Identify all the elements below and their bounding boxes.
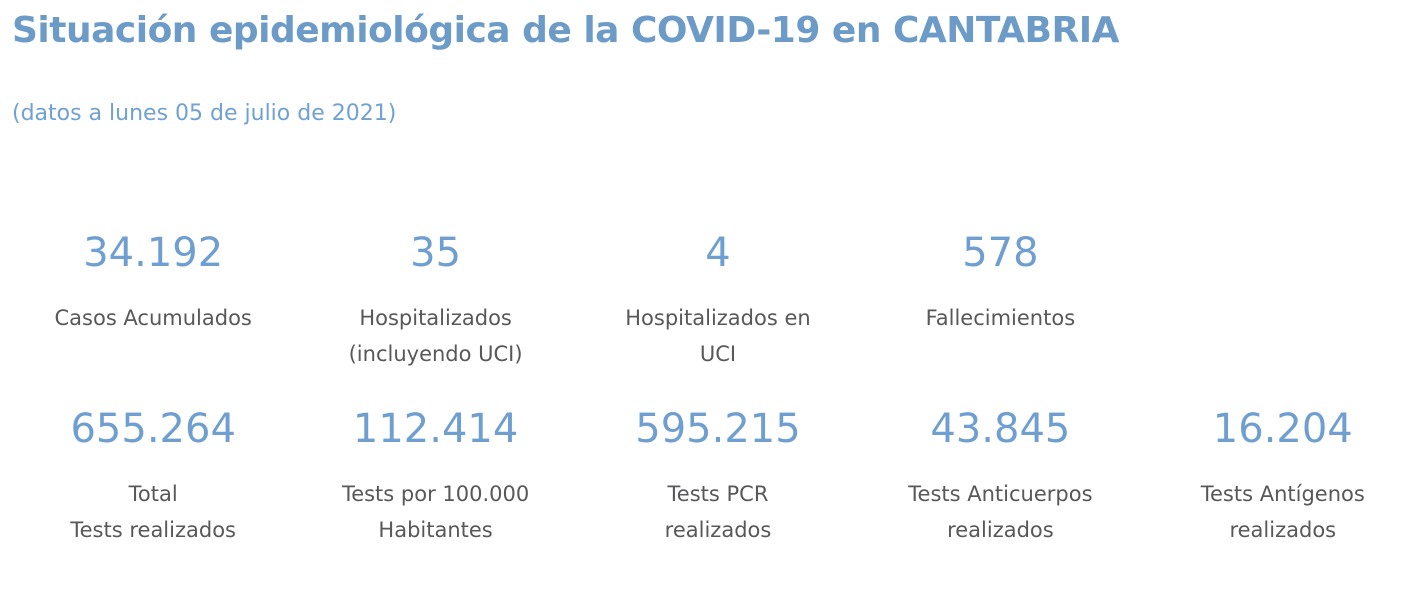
stat-label: Hospitalizados en UCI (583, 300, 853, 372)
stat-card-total-tests: 655.264 Total Tests realizados (12, 408, 294, 548)
stat-card-hospitalizados: 35 Hospitalizados (incluyendo UCI) (294, 232, 576, 372)
stat-label-line: Total (128, 481, 178, 506)
stat-value: 112.414 (352, 405, 519, 452)
stat-card-tests-antigenos: 16.204 Tests Antígenos realizados (1142, 408, 1424, 548)
stat-value: 16.204 (1212, 405, 1353, 452)
stat-label-line: UCI (699, 341, 737, 366)
stat-label-line: Hospitalizados en (625, 305, 811, 330)
page-title: Situación epidemiológica de la COVID-19 … (12, 10, 1119, 51)
stat-label: Total Tests realizados (18, 476, 288, 548)
stat-label: Fallecimientos (865, 300, 1135, 336)
stat-value: 35 (410, 229, 462, 276)
stat-label-line: Tests realizados (70, 517, 236, 542)
stats-section: 34.192 Casos Acumulados 35 Hospitalizado… (12, 232, 1428, 548)
stat-label: Tests PCR realizados (583, 476, 853, 548)
stat-card-tests-anticuerpos: 43.845 Tests Anticuerpos realizados (859, 408, 1141, 548)
stat-label: Tests Antígenos realizados (1148, 476, 1418, 548)
stat-label-line: Tests PCR (667, 481, 769, 506)
stats-row-epidemiology: 34.192 Casos Acumulados 35 Hospitalizado… (12, 232, 1424, 372)
stat-label: Hospitalizados (incluyendo UCI) (300, 300, 570, 372)
page-subtitle: (datos a lunes 05 de julio de 2021) (12, 101, 397, 127)
stat-card-casos-acumulados: 34.192 Casos Acumulados (12, 232, 294, 372)
stat-label-line: realizados (1229, 517, 1337, 542)
stat-label: Tests Anticuerpos realizados (865, 476, 1135, 548)
stat-label-line: Tests Anticuerpos (908, 481, 1093, 506)
stat-value: 4 (705, 229, 731, 276)
dashboard-page: Situación epidemiológica de la COVID-19 … (12, 10, 1428, 548)
stat-label-line: (incluyendo UCI) (348, 341, 523, 366)
stat-value: 34.192 (83, 229, 224, 276)
stat-label: Casos Acumulados (18, 300, 288, 336)
stat-value: 578 (962, 229, 1039, 276)
stat-label-line: Casos Acumulados (54, 305, 252, 330)
stat-card-fallecimientos: 578 Fallecimientos (859, 232, 1141, 372)
stat-label-line: Habitantes (378, 517, 493, 542)
stat-label-line: realizados (664, 517, 772, 542)
stat-label: Tests por 100.000 Habitantes (300, 476, 570, 548)
stat-value: 595.215 (635, 405, 801, 452)
stat-label-line: Fallecimientos (925, 305, 1076, 330)
stat-label-line: realizados (947, 517, 1054, 542)
stat-value: 43.845 (930, 405, 1071, 452)
stat-label-line: Tests por 100.000 (341, 481, 530, 506)
stat-card-tests-pcr: 595.215 Tests PCR realizados (577, 408, 859, 548)
stat-card-hospitalizados-uci: 4 Hospitalizados en UCI (577, 232, 859, 372)
stat-value: 655.264 (70, 405, 236, 452)
stat-label-line: Tests Antígenos (1200, 481, 1365, 506)
stats-row-tests: 655.264 Total Tests realizados 112.414 T… (12, 408, 1424, 548)
stat-label-line: Hospitalizados (359, 305, 512, 330)
stat-card-tests-por-100000: 112.414 Tests por 100.000 Habitantes (294, 408, 576, 548)
